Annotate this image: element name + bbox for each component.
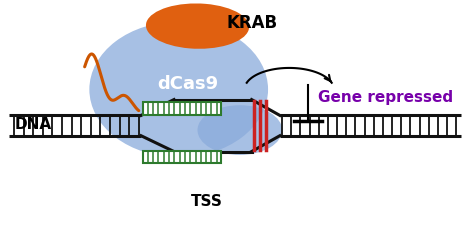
Ellipse shape: [89, 22, 268, 158]
Ellipse shape: [197, 106, 282, 155]
Text: TSS: TSS: [191, 193, 223, 208]
Text: Gene repressed: Gene repressed: [318, 89, 453, 104]
Text: dCas9: dCas9: [158, 74, 219, 92]
Ellipse shape: [146, 4, 249, 50]
Text: KRAB: KRAB: [226, 14, 277, 32]
Text: DNA: DNA: [14, 116, 51, 131]
Bar: [143, 103, 221, 115]
Bar: [143, 151, 221, 164]
